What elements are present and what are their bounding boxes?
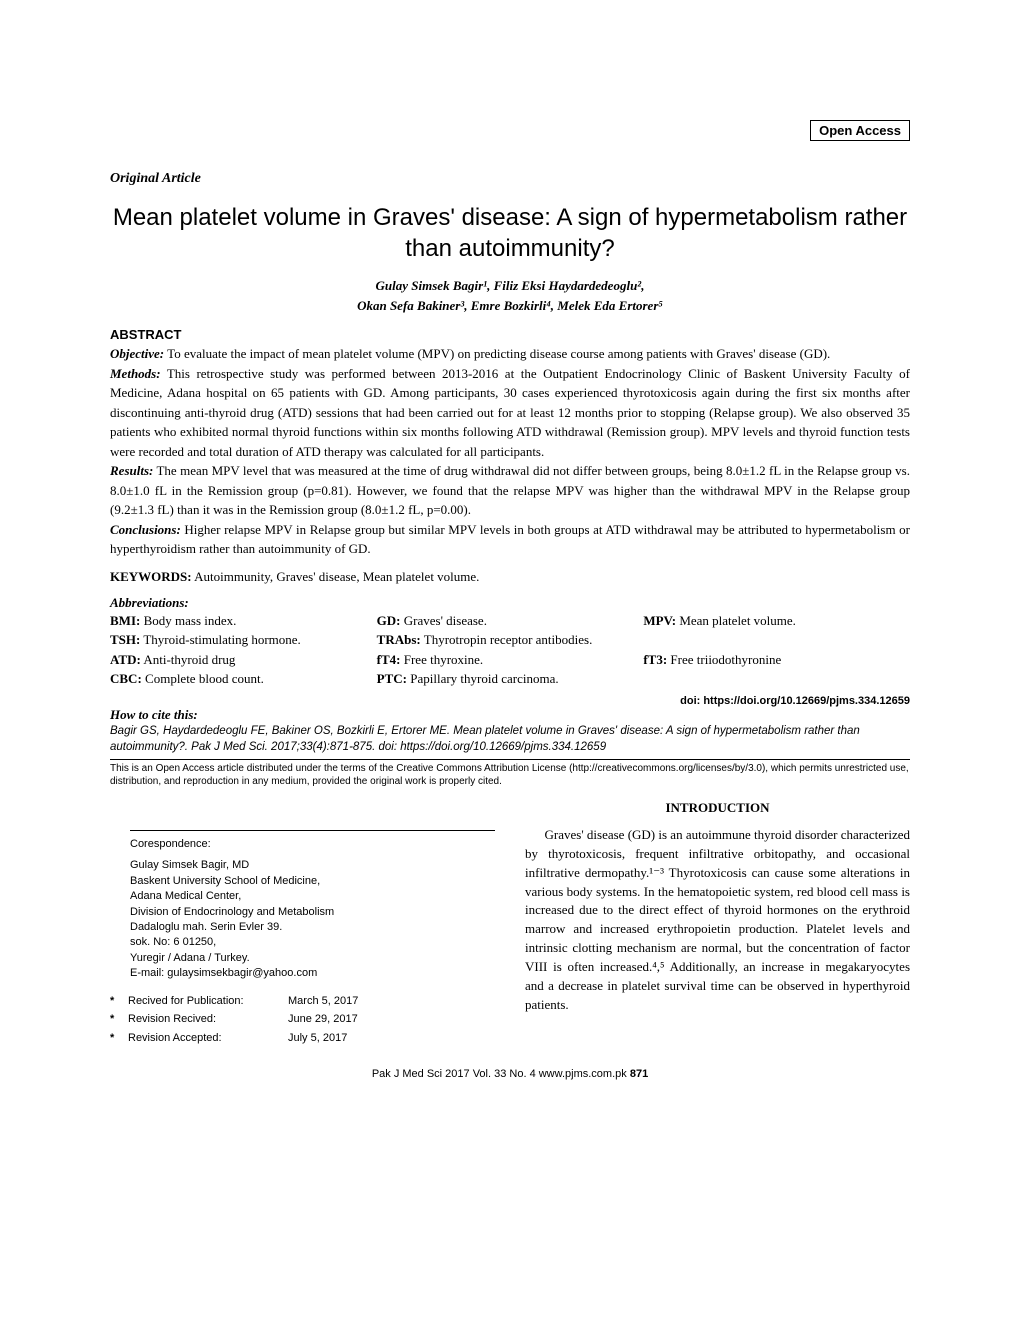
- abbreviation-key: BMI:: [110, 613, 140, 628]
- abstract-heading: ABSTRACT: [110, 327, 910, 342]
- methods-text: This retrospective study was performed b…: [110, 366, 910, 459]
- star-icon: *: [110, 1010, 128, 1029]
- abbreviation-expansion: Thyrotropin receptor antibodies.: [421, 632, 593, 647]
- abbreviations-grid: BMI: Body mass index.GD: Graves' disease…: [110, 611, 910, 689]
- date-value: March 5, 2017: [288, 992, 358, 1011]
- abbreviation-key: CBC:: [110, 671, 142, 686]
- keywords-label: KEYWORDS:: [110, 569, 192, 584]
- right-column: INTRODUCTION Graves' disease (GD) is an …: [525, 800, 910, 1048]
- cite-heading: How to cite this:: [110, 707, 910, 723]
- introduction-body: Graves' disease (GD) is an autoimmune th…: [525, 826, 910, 1014]
- abbreviation-item: fT3: Free triiodothyronine: [643, 650, 910, 670]
- date-label: Revision Accepted:: [128, 1029, 288, 1048]
- abbreviation-key: TSH:: [110, 632, 140, 647]
- abbreviation-item: TSH: Thyroid-stimulating hormone.: [110, 630, 377, 650]
- cite-body: Bagir GS, Haydardedeoglu FE, Bakiner OS,…: [110, 723, 910, 760]
- abbreviation-item: PTC: Papillary thyroid carcinoma.: [377, 669, 910, 689]
- correspondence-line: sok. No: 6 01250,: [130, 935, 495, 950]
- abbreviation-expansion: Body mass index.: [140, 613, 236, 628]
- correspondence-line: E-mail: gulaysimsekbagir@yahoo.com: [130, 966, 495, 981]
- abbreviation-expansion: Papillary thyroid carcinoma.: [407, 671, 559, 686]
- abbreviation-key: ATD:: [110, 652, 141, 667]
- abbreviation-item: MPV: Mean platelet volume.: [643, 611, 910, 631]
- abbreviation-expansion: Complete blood count.: [142, 671, 264, 686]
- results-label: Results:: [110, 463, 153, 478]
- abbreviation-item: fT4: Free thyroxine.: [377, 650, 644, 670]
- abbreviation-expansion: Graves' disease.: [401, 613, 487, 628]
- star-icon: *: [110, 992, 128, 1011]
- doi: doi: https://doi.org/10.12669/pjms.334.1…: [110, 695, 910, 707]
- abbreviation-key: fT3:: [643, 652, 667, 667]
- abstract-body: Objective: To evaluate the impact of mea…: [110, 344, 910, 559]
- objective-label: Objective:: [110, 346, 164, 361]
- objective-text: To evaluate the impact of mean platelet …: [164, 346, 830, 361]
- correspondence-line: Baskent University School of Medicine,: [130, 874, 495, 889]
- correspondence-line: Gulay Simsek Bagir, MD: [130, 858, 495, 873]
- abbreviation-item: TRAbs: Thyrotropin receptor antibodies.: [377, 630, 910, 650]
- abbreviation-item: GD: Graves' disease.: [377, 611, 644, 631]
- abbreviation-key: fT4:: [377, 652, 401, 667]
- abbreviations-heading: Abbreviations:: [110, 595, 910, 611]
- abbreviation-key: TRAbs:: [377, 632, 421, 647]
- authors: Gulay Simsek Bagir¹, Filiz Eksi Haydarde…: [110, 276, 910, 315]
- open-access-badge: Open Access: [810, 120, 910, 141]
- date-row: *Recived for Publication:March 5, 2017: [110, 992, 495, 1011]
- abbreviation-expansion: Anti-thyroid drug: [141, 652, 236, 667]
- two-column-layout: Corespondence: Gulay Simsek Bagir, MDBas…: [110, 800, 910, 1048]
- left-column: Corespondence: Gulay Simsek Bagir, MDBas…: [110, 800, 495, 1048]
- keywords: KEYWORDS: Autoimmunity, Graves' disease,…: [110, 569, 910, 585]
- page-number: 871: [630, 1068, 648, 1080]
- abbreviation-expansion: Free thyroxine.: [401, 652, 484, 667]
- authors-line-2: Okan Sefa Bakiner³, Emre Bozkirli⁴, Mele…: [110, 296, 910, 316]
- abbreviation-key: MPV:: [643, 613, 676, 628]
- correspondence-line: Adana Medical Center,: [130, 889, 495, 904]
- results-text: The mean MPV level that was measured at …: [110, 463, 910, 517]
- correspondence-line: Yuregir / Adana / Turkey.: [130, 951, 495, 966]
- correspondence-lines: Gulay Simsek Bagir, MDBaskent University…: [130, 858, 495, 981]
- methods-label: Methods:: [110, 366, 161, 381]
- abbreviation-item: CBC: Complete blood count.: [110, 669, 377, 689]
- authors-line-1: Gulay Simsek Bagir¹, Filiz Eksi Haydarde…: [110, 276, 910, 296]
- license-text: This is an Open Access article distribut…: [110, 762, 910, 788]
- correspondence-heading: Corespondence:: [130, 837, 495, 852]
- date-label: Recived for Publication:: [128, 992, 288, 1011]
- conclusions-label: Conclusions:: [110, 522, 181, 537]
- date-row: *Revision Recived:June 29, 2017: [110, 1010, 495, 1029]
- correspondence-line: Dadaloglu mah. Serin Evler 39.: [130, 920, 495, 935]
- keywords-text: Autoimmunity, Graves' disease, Mean plat…: [192, 569, 480, 584]
- date-row: *Revision Accepted:July 5, 2017: [110, 1029, 495, 1048]
- page-footer: Pak J Med Sci 2017 Vol. 33 No. 4 www.pjm…: [110, 1068, 910, 1080]
- correspondence-line: Division of Endocrinology and Metabolism: [130, 905, 495, 920]
- abbreviation-key: GD:: [377, 613, 401, 628]
- date-value: June 29, 2017: [288, 1010, 358, 1029]
- conclusions-text: Higher relapse MPV in Relapse group but …: [110, 522, 910, 557]
- date-label: Revision Recived:: [128, 1010, 288, 1029]
- abbreviation-expansion: Thyroid-stimulating hormone.: [140, 632, 300, 647]
- abbreviation-item: BMI: Body mass index.: [110, 611, 377, 631]
- abbreviation-item: ATD: Anti-thyroid drug: [110, 650, 377, 670]
- publication-dates: *Recived for Publication:March 5, 2017*R…: [110, 992, 495, 1048]
- abbreviation-key: PTC:: [377, 671, 407, 686]
- introduction-heading: INTRODUCTION: [525, 800, 910, 816]
- abbreviation-expansion: Free triiodothyronine: [667, 652, 781, 667]
- article-type: Original Article: [110, 171, 910, 187]
- abbreviation-expansion: Mean platelet volume.: [676, 613, 796, 628]
- date-value: July 5, 2017: [288, 1029, 347, 1048]
- correspondence-box: Corespondence: Gulay Simsek Bagir, MDBas…: [130, 830, 495, 982]
- star-icon: *: [110, 1029, 128, 1048]
- article-title: Mean platelet volume in Graves' disease:…: [110, 202, 910, 264]
- footer-text: Pak J Med Sci 2017 Vol. 33 No. 4 www.pjm…: [372, 1068, 630, 1080]
